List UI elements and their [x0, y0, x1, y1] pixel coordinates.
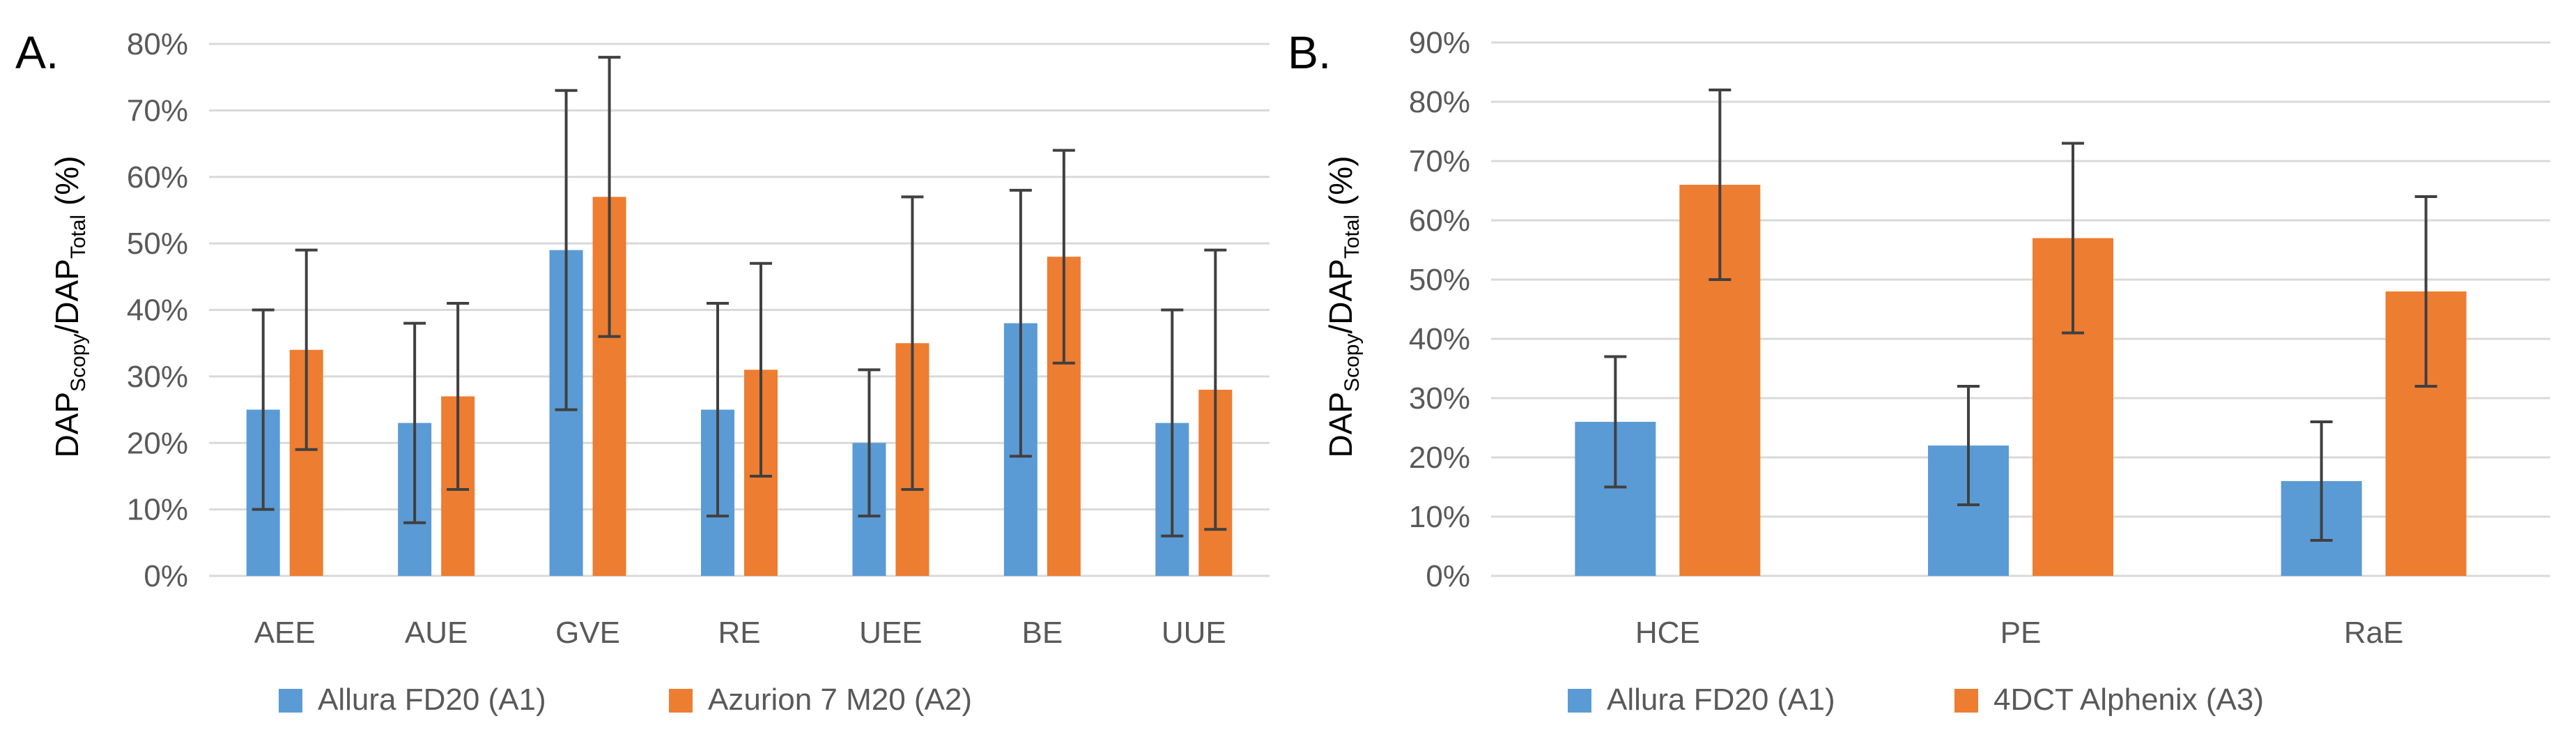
- chart-a-y-tick-label: 20%: [127, 426, 188, 460]
- chart-a-x-tick-label: RE: [718, 616, 760, 650]
- chart-b-legend-swatch: [1568, 689, 1591, 713]
- chart-a-legend-label: Azurion 7 M20 (A2): [708, 683, 972, 717]
- chart-a-y-tick-label: 80%: [127, 27, 188, 61]
- chart-a-legend-swatch: [279, 689, 302, 713]
- chart-a-gridlines: [209, 43, 1270, 577]
- chart-b: B. DAPScopy/DAPTotal (%) 0% 10% 20% 30% 40% 5…: [1288, 26, 2550, 717]
- chart-a-legend-swatch: [669, 689, 693, 713]
- chart-b-legend-swatch: [1954, 689, 1978, 713]
- chart-a-x-tick-label: UUE: [1162, 616, 1226, 650]
- chart-b-y-tick-label: 60%: [1409, 204, 1470, 238]
- chart-b-y-ticks: 0% 10% 20% 30% 40% 50% 60% 70% 80% 90%: [1409, 26, 1470, 593]
- chart-b-bars: [1575, 185, 2467, 576]
- chart-b-y-tick-label: 10%: [1409, 500, 1470, 534]
- chart-b-y-tick-label: 20%: [1409, 441, 1470, 475]
- chart-b-error-bars: [1604, 89, 2437, 542]
- chart-a-x-tick-label: AEE: [254, 616, 316, 650]
- chart-a-y-tick-label: 50%: [127, 227, 188, 261]
- chart-b-legend-label: 4DCT Alphenix (A3): [1993, 683, 2264, 717]
- chart-a-legend: Allura FD20 (A1) Azurion 7 M20 (A2): [279, 683, 972, 717]
- chart-b-x-labels: HCE PE RaE: [1635, 616, 2404, 650]
- chart-b-x-tick-label: RaE: [2344, 616, 2404, 650]
- chart-a-y-tick-label: 60%: [127, 160, 188, 195]
- chart-a-bars: [246, 197, 1233, 576]
- chart-b-y-tick-label: 30%: [1409, 381, 1470, 416]
- chart-b-y-tick-label: 0%: [1426, 559, 1470, 593]
- chart-b-legend-label: Allura FD20 (A1): [1607, 683, 1835, 717]
- chart-a-x-tick-label: AUE: [405, 616, 468, 650]
- panel-b-label: B.: [1288, 26, 1331, 78]
- chart-b-x-tick-label: PE: [2000, 616, 2042, 650]
- chart-a: A. DAPScopy/DAPTotal (%) 0% 10% 20% 30% 40% 5…: [15, 26, 1270, 717]
- chart-b-y-tick-label: 90%: [1409, 26, 1470, 60]
- chart-b-y-axis-title: DAPScopy/DAPTotal (%): [1322, 155, 1364, 457]
- chart-b-y-tick-label: 80%: [1409, 85, 1470, 119]
- chart-a-x-labels: AEE AUE GVE RE UEE BE UUE: [254, 616, 1226, 650]
- chart-b-legend: Allura FD20 (A1) 4DCT Alphenix (A3): [1568, 683, 2264, 717]
- chart-b-y-tick-label: 50%: [1409, 263, 1470, 297]
- chart-a-y-tick-label: 10%: [127, 493, 188, 527]
- panel-a-label: A.: [15, 26, 59, 78]
- chart-b-x-tick-label: HCE: [1635, 616, 1700, 650]
- chart-a-y-axis-title: DAPScopy/DAPTotal (%): [49, 155, 90, 457]
- chart-a-x-tick-label: GVE: [555, 616, 620, 650]
- chart-a-y-tick-label: 40%: [127, 294, 188, 328]
- chart-a-x-tick-label: UEE: [859, 616, 922, 650]
- chart-b-y-tick-label: 40%: [1409, 322, 1470, 356]
- chart-a-y-tick-label: 0%: [144, 559, 188, 593]
- chart-a-error-bars: [252, 56, 1227, 538]
- chart-b-y-tick-label: 70%: [1409, 144, 1470, 178]
- chart-a-y-ticks: 0% 10% 20% 30% 40% 50% 60% 70% 80%: [127, 27, 188, 593]
- chart-b-gridlines: [1491, 41, 2550, 577]
- chart-a-y-tick-label: 30%: [127, 360, 188, 394]
- chart-a-x-tick-label: BE: [1022, 616, 1063, 650]
- chart-a-y-tick-label: 70%: [127, 93, 188, 128]
- chart-a-legend-label: Allura FD20 (A1): [318, 683, 546, 717]
